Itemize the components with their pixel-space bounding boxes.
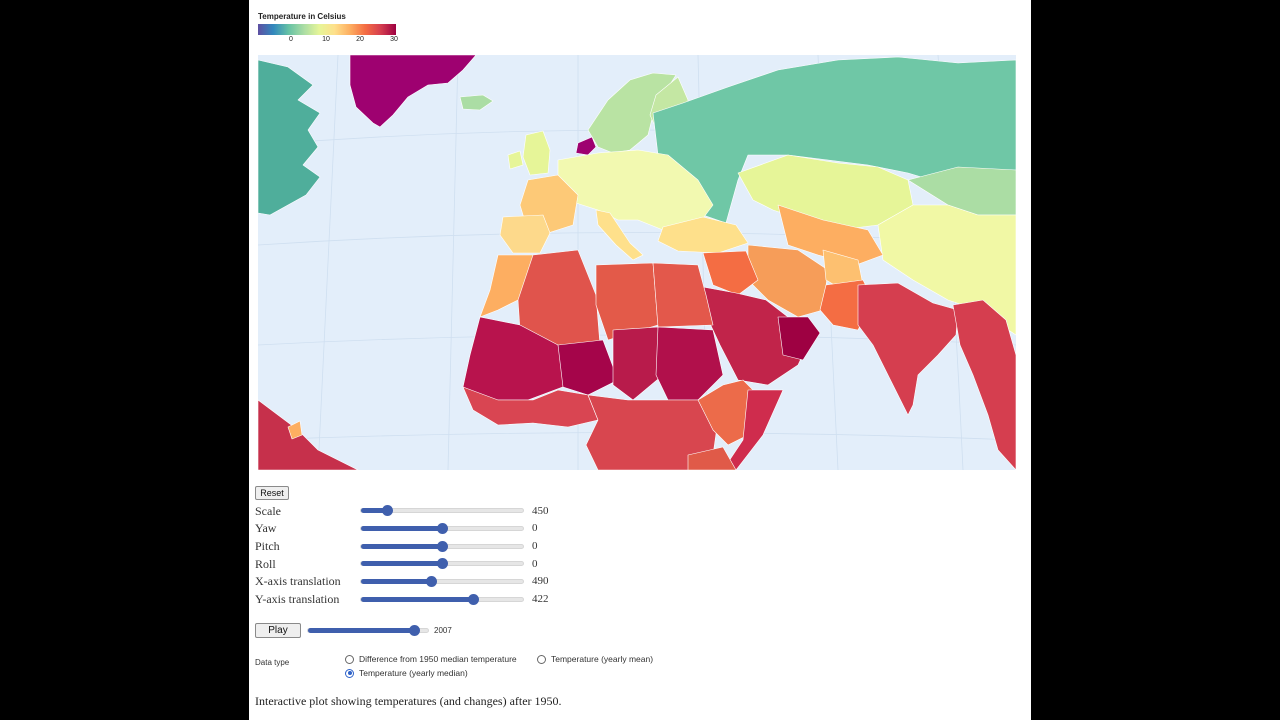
data-type-label: Data type — [255, 658, 290, 667]
radio-button[interactable] — [345, 654, 354, 664]
slider-thumb[interactable] — [437, 541, 448, 552]
region-south-america[interactable] — [258, 399, 359, 470]
slider-label-scale: Scale — [255, 504, 281, 518]
legend-colorbar — [258, 24, 396, 35]
slider-thumb[interactable] — [425, 576, 437, 587]
region-greenland[interactable] — [349, 55, 477, 128]
region-ireland[interactable] — [507, 150, 524, 170]
slider-thumb[interactable] — [437, 523, 448, 534]
legend-tick: 10 — [322, 36, 330, 43]
slider-value-pitch: 0 — [532, 540, 538, 552]
legend-tick: 0 — [289, 36, 293, 43]
radio-label: Difference from 1950 median temperature — [359, 654, 517, 664]
region-central-asia[interactable] — [777, 204, 884, 266]
x-translation-slider[interactable] — [360, 576, 524, 587]
pitch-slider[interactable] — [360, 541, 524, 552]
slider-value-y-translation: 422 — [532, 593, 549, 605]
region-india[interactable] — [857, 282, 959, 416]
region-iraq[interactable] — [702, 250, 759, 296]
plot-caption: Interactive plot showing temperatures (a… — [255, 694, 562, 708]
slider-value-scale: 450 — [532, 505, 549, 517]
radio-label: Temperature (yearly mean) — [551, 654, 654, 664]
region-turkey[interactable] — [657, 216, 749, 254]
region-uk[interactable] — [522, 130, 551, 176]
year-value: 2007 — [434, 626, 452, 635]
radio-label: Temperature (yearly median) — [359, 668, 468, 678]
legend-tick: 20 — [356, 36, 364, 43]
slider-thumb[interactable] — [467, 594, 479, 605]
reset-button[interactable]: Reset — [255, 486, 289, 500]
scale-slider[interactable] — [360, 505, 524, 516]
radio-difference-from-1950[interactable]: Difference from 1950 median temperature — [345, 654, 517, 664]
legend-title: Temperature in Celsius — [258, 12, 346, 21]
play-button[interactable]: Play — [255, 623, 301, 638]
slider-label-roll: Roll — [255, 557, 276, 571]
region-iberia[interactable] — [499, 214, 551, 254]
region-se-asia[interactable] — [952, 299, 1016, 470]
radio-yearly-median[interactable]: Temperature (yearly median) — [345, 668, 468, 678]
roll-slider[interactable] — [360, 558, 524, 569]
year-slider[interactable] — [307, 625, 429, 636]
region-somalia[interactable] — [722, 389, 784, 470]
yaw-slider[interactable] — [360, 523, 524, 534]
slider-label-pitch: Pitch — [255, 539, 280, 553]
slider-value-yaw: 0 — [532, 522, 538, 534]
slider-value-x-translation: 490 — [532, 575, 549, 587]
y-translation-slider[interactable] — [360, 594, 524, 605]
radio-button[interactable] — [537, 654, 546, 664]
choropleth-map[interactable] — [258, 55, 1016, 470]
radio-yearly-mean[interactable]: Temperature (yearly mean) — [537, 654, 653, 664]
region-canada[interactable] — [258, 59, 321, 216]
region-chad[interactable] — [612, 326, 664, 401]
region-niger[interactable] — [557, 339, 619, 396]
slider-value-roll: 0 — [532, 558, 538, 570]
region-guyana[interactable] — [287, 420, 303, 440]
colorbar-legend: Temperature in Celsius 0 10 20 30 — [258, 10, 408, 50]
region-denmark[interactable] — [575, 136, 597, 156]
slider-label-x-translation: X-axis translation — [255, 574, 341, 588]
region-saudi-arabia[interactable] — [702, 286, 814, 386]
slider-thumb[interactable] — [408, 625, 420, 636]
region-east-africa[interactable] — [687, 446, 737, 470]
slider-thumb[interactable] — [437, 558, 448, 569]
region-egypt[interactable] — [652, 262, 714, 328]
legend-tick: 30 — [390, 36, 398, 43]
slider-label-yaw: Yaw — [255, 521, 277, 535]
region-oman[interactable] — [777, 316, 821, 361]
region-italy[interactable] — [595, 209, 644, 261]
slider-thumb[interactable] — [381, 505, 393, 516]
region-iceland[interactable] — [459, 94, 494, 111]
radio-button[interactable] — [345, 668, 354, 678]
slider-label-y-translation: Y-axis translation — [255, 592, 340, 606]
